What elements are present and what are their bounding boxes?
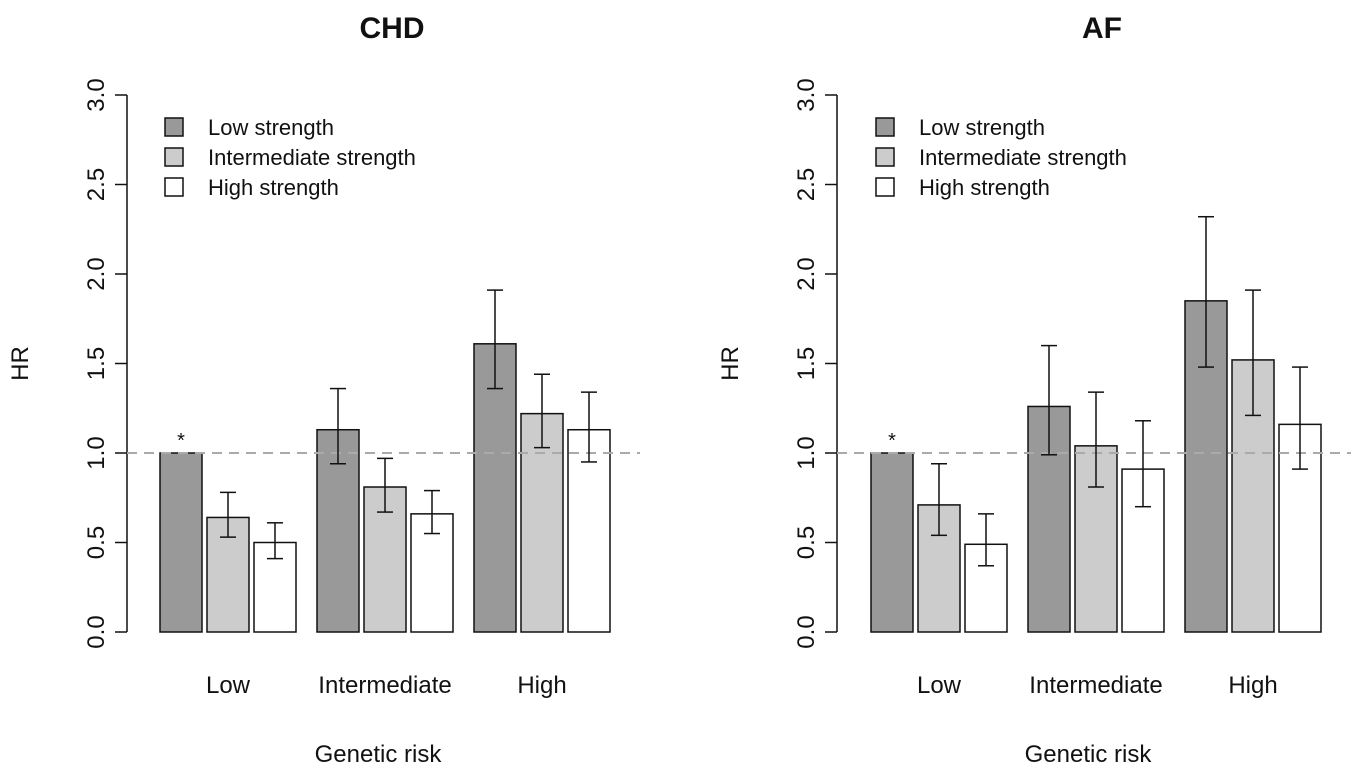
y-tick-label: 2.5 [83,168,110,201]
y-tick-label: 1.5 [83,347,110,380]
x-category-label: Low [917,672,962,699]
error-bar [978,513,994,567]
bar-low-strength-low [159,452,203,633]
error-bar [1088,391,1104,488]
y-tick-label: 3.0 [793,78,820,111]
legend-label: High strength [919,175,1050,200]
x-category-label: Low [206,672,251,699]
legend-swatch [164,177,184,197]
error-bar [1041,344,1057,456]
bar-low-strength-low [870,452,914,633]
error-bar [1198,215,1214,368]
legend-swatch [875,117,895,137]
bar-high-strength-high [567,428,611,633]
legend-label: Intermediate strength [208,145,416,170]
reference-marker: * [888,430,896,452]
chart-title: AF [1082,12,1122,45]
error-bar [1245,289,1261,417]
error-bar [487,289,503,390]
error-bar [267,522,283,560]
y-tick-label: 2.5 [793,168,820,201]
legend-label: Low strength [208,115,334,140]
y-tick-label: 0.5 [83,526,110,559]
y-tick-label: 2.0 [83,257,110,290]
x-category-label: Intermediate [1029,672,1162,699]
legend-swatch [875,177,895,197]
chart-title: CHD [360,12,425,45]
legend-swatch [875,147,895,167]
legend: Low strength Intermediate strength High st… [875,115,1127,200]
x-category-label: Intermediate [318,672,451,699]
y-tick-label: 1.0 [83,436,110,469]
y-tick-label: 1.5 [793,347,820,380]
x-axis-label: Genetic risk [315,741,443,768]
y-tick-label: 1.0 [793,436,820,469]
legend-swatch [164,117,184,137]
x-category-label: High [517,672,566,699]
y-tick-label: 0.0 [793,615,820,648]
y-tick-label: 0.0 [83,615,110,648]
legend-swatch [164,147,184,167]
legend-label: Intermediate strength [919,145,1127,170]
error-bar [534,373,550,449]
y-tick-label: 0.5 [793,526,820,559]
x-category-label: High [1228,672,1277,699]
error-bar [424,489,440,535]
legend: Low strength Intermediate strength High st… [164,115,416,200]
chart-panel-af: AF 0.0 0.5 1.0 1.5 2.0 2.5 3.0 HR Low Intermediate… [717,12,1351,768]
y-tick-label: 3.0 [83,78,110,111]
error-bar [377,457,393,513]
x-axis-label: Genetic risk [1025,741,1153,768]
y-axis-label: HR [717,346,744,381]
y-axis-label: HR [7,346,34,381]
reference-marker: * [177,430,185,452]
chart-panel-chd: CHD 0.0 0.5 1.0 1.5 2.0 2.5 3.0 HR Low Intermediat… [7,12,640,768]
error-bar [1135,420,1151,508]
error-bar [931,462,947,537]
error-bar [330,387,346,465]
error-bar [220,491,236,538]
bar-low-strength-intermediate [1027,405,1071,633]
y-tick-label: 2.0 [793,257,820,290]
legend-label: High strength [208,175,339,200]
legend-label: Low strength [919,115,1045,140]
error-bar [581,391,597,463]
error-bar [1292,366,1308,470]
